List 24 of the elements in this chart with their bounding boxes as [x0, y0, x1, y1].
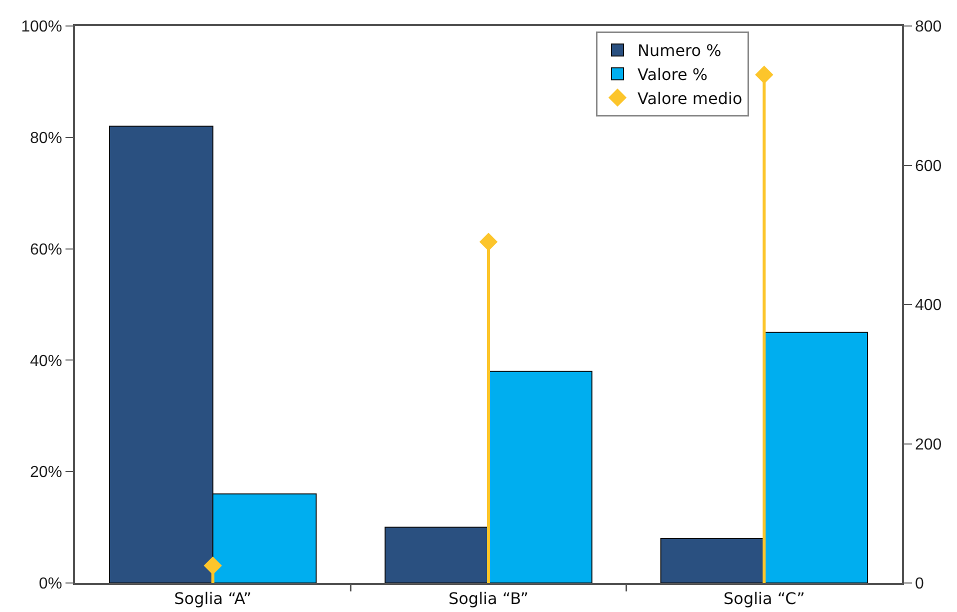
x-tick-label: Soglia “A” [174, 588, 252, 608]
x-tick-label: Soglia “C” [723, 588, 805, 608]
y2-tick-label: 400 [914, 297, 942, 314]
y-tick-label: 0% [38, 576, 62, 593]
legend-label: Valore medio [638, 88, 742, 108]
bar [488, 370, 592, 583]
bar [384, 526, 489, 583]
point [204, 556, 222, 575]
y-tick-label: 40% [30, 352, 62, 370]
legend-label: Valore % [638, 65, 708, 84]
point [755, 66, 774, 84]
y2-tick-label: 0 [914, 576, 924, 593]
y2-tick-label: 200 [914, 436, 942, 454]
y-tick-label: 20% [30, 464, 62, 482]
legend-label: Numero % [638, 41, 722, 60]
y2-tick-label: 600 [914, 158, 942, 175]
y-tick-label: 100% [21, 18, 62, 36]
bar [764, 332, 868, 583]
x-tick-label: Soglia “B” [448, 588, 529, 608]
y-tick-label: 80% [30, 130, 62, 147]
y-tick-label: 60% [30, 241, 62, 258]
bar [660, 538, 765, 583]
y2-tick-label: 800 [914, 18, 942, 36]
point [479, 232, 498, 251]
